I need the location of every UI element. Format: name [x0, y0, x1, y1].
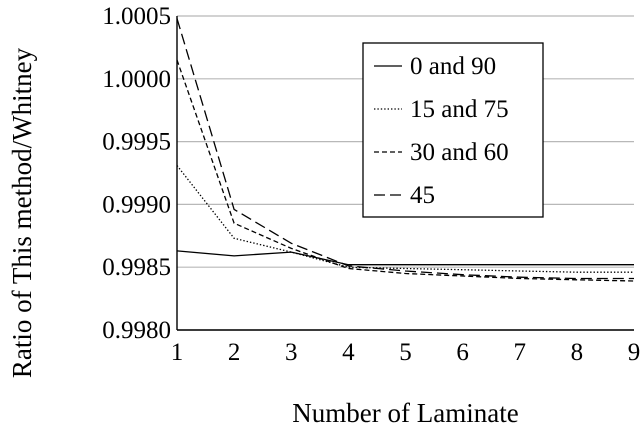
y-tick-label: 1.0000 [102, 66, 171, 93]
series-line-3 [176, 59, 635, 282]
x-tick-label: 9 [628, 339, 641, 366]
y-tick-label: 0.9980 [102, 317, 171, 344]
y-axis-title: Ratio of This method/Whitney [7, 47, 37, 378]
legend-box [362, 42, 544, 218]
x-tick-label: 6 [456, 339, 469, 366]
x-tick-label: 4 [342, 339, 355, 366]
x-tick-label: 7 [514, 339, 527, 366]
x-tick-label: 8 [571, 339, 584, 366]
x-tick-label: 3 [285, 339, 298, 366]
y-tick-label: 1.0005 [102, 3, 171, 30]
x-tick-label: 5 [399, 339, 412, 366]
legend: 0 and 90 15 and 75 30 and 60 45 [362, 42, 544, 218]
series-line-1 [176, 250, 634, 266]
series-lines [176, 18, 635, 282]
legend-label: 30 and 60 [410, 139, 509, 166]
axes [176, 16, 634, 331]
legend-label: 15 and 75 [410, 96, 509, 123]
legend-label: 45 [410, 182, 435, 209]
y-tick-label: 0.9990 [102, 191, 171, 218]
y-tick-label: 0.9985 [102, 254, 171, 281]
series-line-4 [176, 18, 634, 280]
x-tick-label: 1 [171, 339, 184, 366]
y-tick-labels: 0.9980 0.9985 0.9990 0.9995 1.0000 1.0005 [102, 3, 171, 344]
x-axis-title: Number of Laminate [292, 398, 518, 428]
x-tick-label: 2 [228, 339, 241, 366]
legend-label: 0 and 90 [410, 53, 496, 80]
y-tick-label: 0.9995 [102, 129, 171, 156]
x-tick-labels: 1 2 3 4 5 6 7 8 9 [171, 339, 641, 366]
